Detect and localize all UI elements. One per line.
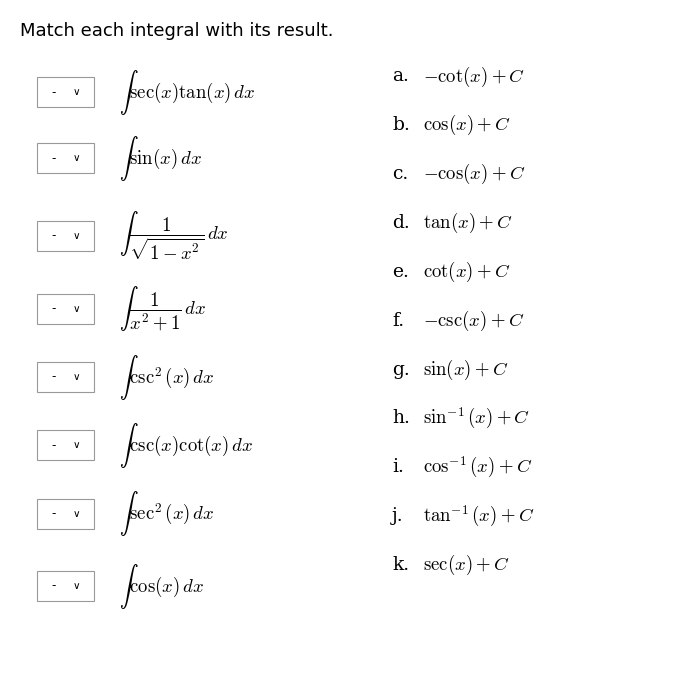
FancyBboxPatch shape [37, 221, 94, 251]
Text: $\tan^{-1}(x) + C$: $\tan^{-1}(x) + C$ [423, 503, 534, 529]
Text: $\int \dfrac{1}{x^2+1}\,dx$: $\int \dfrac{1}{x^2+1}\,dx$ [119, 284, 207, 333]
Text: $\cos(x) + C$: $\cos(x) + C$ [423, 113, 511, 137]
Text: ∨: ∨ [73, 372, 80, 382]
Text: h.: h. [392, 409, 410, 428]
Text: $\int \sec(x)\tan(x)\,dx$: $\int \sec(x)\tan(x)\,dx$ [119, 68, 256, 117]
Text: $\sin(x) + C$: $\sin(x) + C$ [423, 357, 509, 382]
Text: $-\cot(x) + C$: $-\cot(x) + C$ [423, 64, 525, 89]
Text: b.: b. [392, 116, 410, 135]
FancyBboxPatch shape [37, 294, 94, 324]
FancyBboxPatch shape [37, 571, 94, 601]
Text: j.: j. [392, 507, 404, 525]
Text: $\int \sin(x)\,dx$: $\int \sin(x)\,dx$ [119, 134, 203, 183]
Text: -: - [51, 579, 55, 593]
Text: -: - [51, 438, 55, 452]
Text: $\cos^{-1}(x) + C$: $\cos^{-1}(x) + C$ [423, 455, 532, 479]
Text: ∨: ∨ [73, 509, 80, 518]
FancyBboxPatch shape [37, 499, 94, 529]
Text: $\int \sec^2(x)\,dx$: $\int \sec^2(x)\,dx$ [119, 489, 215, 538]
Text: $\tan(x) + C$: $\tan(x) + C$ [423, 211, 513, 235]
Text: f.: f. [392, 311, 404, 330]
Text: $\int \csc(x)\cot(x)\,dx$: $\int \csc(x)\cot(x)\,dx$ [119, 421, 254, 470]
Text: -: - [51, 152, 55, 165]
Text: ∨: ∨ [73, 441, 80, 450]
Text: ∨: ∨ [73, 154, 80, 163]
Text: g.: g. [392, 361, 410, 378]
Text: $\int \cos(x)\,dx$: $\int \cos(x)\,dx$ [119, 561, 205, 611]
FancyBboxPatch shape [37, 430, 94, 460]
Text: e.: e. [392, 263, 409, 281]
Text: a.: a. [392, 68, 409, 85]
Text: k.: k. [392, 556, 409, 574]
Text: $\sec(x) + C$: $\sec(x) + C$ [423, 553, 509, 577]
Text: $\cot(x) + C$: $\cot(x) + C$ [423, 260, 511, 284]
Text: $\int \dfrac{1}{\sqrt{1-x^2}}\,dx$: $\int \dfrac{1}{\sqrt{1-x^2}}\,dx$ [119, 209, 229, 262]
Text: -: - [51, 302, 55, 316]
Text: $\int \csc^2(x)\,dx$: $\int \csc^2(x)\,dx$ [119, 352, 215, 402]
Text: i.: i. [392, 458, 404, 476]
Text: -: - [51, 507, 55, 520]
FancyBboxPatch shape [37, 143, 94, 173]
Text: c.: c. [392, 165, 409, 183]
Text: $-\cos(x) + C$: $-\cos(x) + C$ [423, 162, 525, 186]
Text: d.: d. [392, 214, 410, 232]
Text: ∨: ∨ [73, 304, 80, 313]
Text: Match each integral with its result.: Match each integral with its result. [20, 22, 334, 40]
Text: -: - [51, 229, 55, 242]
Text: ∨: ∨ [73, 231, 80, 240]
Text: -: - [51, 370, 55, 384]
FancyBboxPatch shape [37, 77, 94, 107]
Text: ∨: ∨ [73, 581, 80, 591]
Text: $-\csc(x) + C$: $-\csc(x) + C$ [423, 309, 524, 333]
Text: -: - [51, 85, 55, 99]
Text: $\sin^{-1}(x) + C$: $\sin^{-1}(x) + C$ [423, 406, 530, 431]
Text: ∨: ∨ [73, 87, 80, 97]
FancyBboxPatch shape [37, 362, 94, 392]
